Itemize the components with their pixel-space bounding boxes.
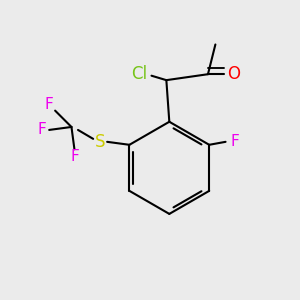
Text: F: F <box>70 149 79 164</box>
Text: F: F <box>230 134 239 149</box>
Text: F: F <box>45 97 53 112</box>
Text: F: F <box>38 122 46 137</box>
Text: Cl: Cl <box>131 65 148 83</box>
Text: O: O <box>227 65 240 83</box>
Text: S: S <box>94 133 105 151</box>
